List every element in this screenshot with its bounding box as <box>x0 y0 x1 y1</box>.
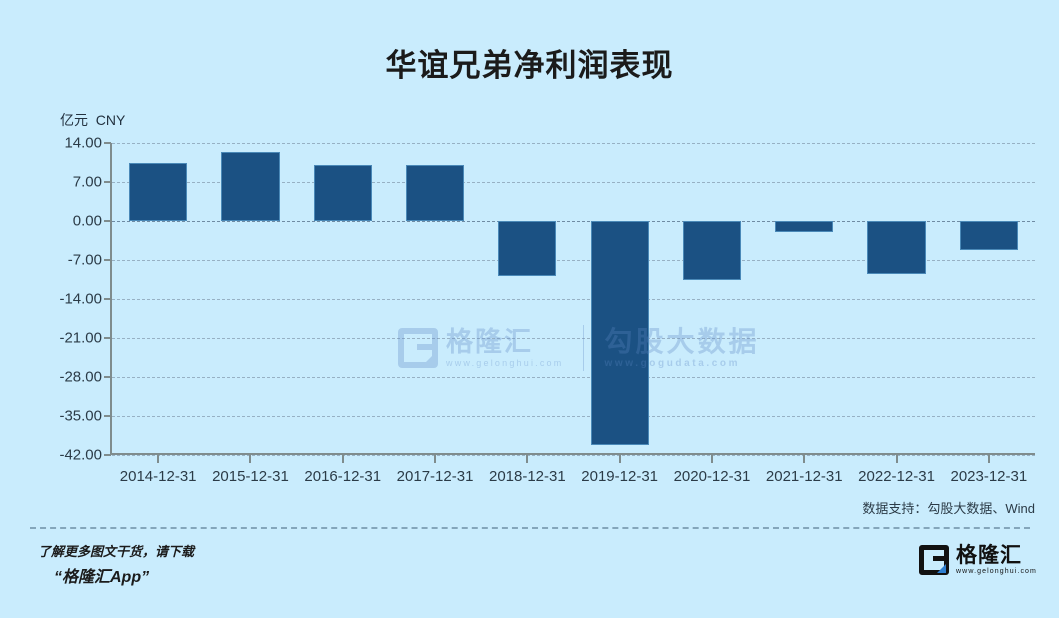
gridline <box>112 260 1035 261</box>
y-tick-label: -21.00 <box>59 329 102 347</box>
footer-brand-name: 格隆汇 <box>956 544 1023 568</box>
footer-divider <box>30 527 1030 529</box>
zero-line <box>112 221 1035 222</box>
bar <box>590 221 649 445</box>
x-tick-mark <box>157 455 160 463</box>
bar <box>313 165 372 221</box>
bar <box>221 151 280 221</box>
x-tick-label: 2018-12-31 <box>488 468 566 485</box>
x-tick-label: 2015-12-31 <box>212 468 289 485</box>
y-tick-mark <box>104 376 111 378</box>
bar <box>775 221 834 233</box>
gridline <box>112 143 1035 144</box>
y-tick-label: 7.00 <box>72 173 102 191</box>
gridline <box>112 455 1035 456</box>
chart-plot-area: 亿元 CNY 14.00 7.00 0.00 -7.00 -14.00 -21.00 -28… <box>59 110 1035 485</box>
bar <box>129 162 188 221</box>
y-tick-mark <box>104 142 111 144</box>
x-axis-line <box>110 453 1035 455</box>
y-tick-mark <box>104 337 111 339</box>
x-tick-label: 2014-12-31 <box>119 468 197 485</box>
y-tick-mark <box>104 181 111 183</box>
x-tick-label: 2019-12-31 <box>581 468 659 485</box>
bar <box>682 221 742 280</box>
footer-promo-line-1: 了解更多图文干货，请下载 <box>38 544 195 559</box>
page-title: 华谊兄弟净利润表现 <box>385 48 674 83</box>
y-axis-unit-cn: 亿元 <box>60 112 88 128</box>
gridline <box>112 338 1035 339</box>
data-source-note: 数据支持：勾股大数据、Wind <box>862 501 1035 516</box>
x-tick-mark <box>710 455 713 463</box>
x-tick-mark <box>434 455 437 463</box>
bar <box>959 221 1018 250</box>
y-tick-label: -35.00 <box>59 407 102 425</box>
x-tick-mark <box>895 455 898 463</box>
bar <box>867 221 926 275</box>
gridline <box>112 416 1035 417</box>
y-tick-mark <box>104 298 111 300</box>
x-tick-mark <box>249 455 252 463</box>
gridline <box>112 182 1035 183</box>
x-tick-label: 2022-12-31 <box>858 468 935 485</box>
y-axis-unit-label: 亿元 CNY <box>60 110 125 130</box>
x-tick-label: 2021-12-31 <box>765 468 843 485</box>
x-tick-mark <box>341 455 344 463</box>
x-tick-mark <box>618 455 621 463</box>
y-tick-label: -14.00 <box>59 290 102 308</box>
gridline <box>112 377 1035 378</box>
bars-group <box>112 143 1035 455</box>
y-axis-unit-currency: CNY <box>95 112 126 128</box>
x-tick-label: 2017-12-31 <box>396 468 474 485</box>
footer-brand-logo: 格隆汇 www.gelonghui.com <box>919 545 1037 575</box>
y-tick-mark <box>104 220 111 222</box>
x-tick-mark <box>987 455 990 463</box>
footer-brand-url: www.gelonghui.com <box>956 567 1037 575</box>
y-tick-label: -42.00 <box>59 446 102 464</box>
y-tick-label: -28.00 <box>59 368 102 386</box>
x-tick-label: 2020-12-31 <box>673 468 751 485</box>
y-tick-mark <box>104 415 111 417</box>
y-tick-label: -7.00 <box>67 251 102 269</box>
gridline <box>112 299 1035 300</box>
x-tick-mark <box>526 455 529 463</box>
x-tick-mark <box>803 455 806 463</box>
y-tick-label: 14.00 <box>64 134 102 152</box>
y-tick-label: 0.00 <box>72 212 102 230</box>
y-tick-mark <box>104 454 111 456</box>
y-axis-line <box>110 143 112 455</box>
bar <box>498 221 557 276</box>
x-tick-label: 2023-12-31 <box>950 468 1028 485</box>
bar <box>405 165 465 221</box>
footer-promo-line-2: “格隆汇App” <box>54 569 150 586</box>
gelonghui-logo-icon <box>919 545 950 575</box>
y-tick-mark <box>104 259 111 261</box>
x-tick-label: 2016-12-31 <box>304 468 382 485</box>
